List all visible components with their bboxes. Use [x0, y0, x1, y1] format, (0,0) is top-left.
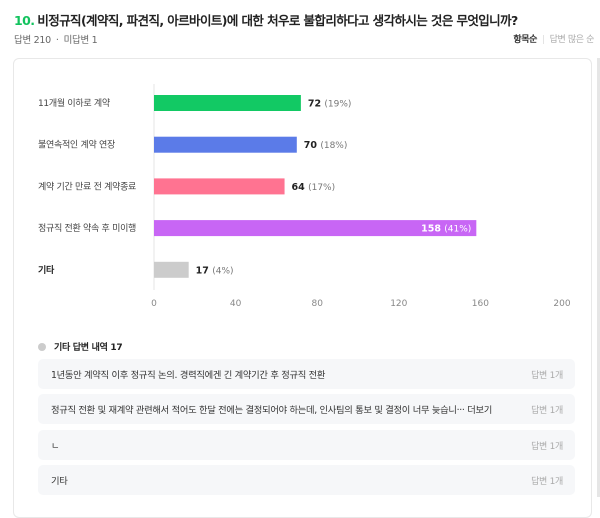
sort-divider: | [542, 35, 545, 45]
etc-answer-row: 1년동안 계약직 이후 정규직 논의. 경력직에겐 긴 계약기간 후 정규직 전… [38, 359, 575, 389]
question-text: 비정규직(계약직, 파견직, 아르바이트)에 대한 처우로 불합리하다고 생각하… [37, 13, 518, 28]
bar[interactable] [154, 136, 297, 153]
category-label: 정규직 전환 약속 후 미이행 [38, 222, 136, 234]
answer-count: 답변 1개 [531, 405, 563, 416]
response-meta: 답변 210 · 미답변 1 [14, 32, 98, 46]
category-label: 불연속적인 계약 연장 [38, 139, 115, 151]
separator: · [55, 35, 59, 46]
answer-count: 답변 1개 [531, 441, 563, 452]
question-number: 10. [14, 13, 35, 28]
question-title: 10. 비정규직(계약직, 파견직, 아르바이트)에 대한 처우로 불합리하다고 … [14, 10, 518, 29]
x-tick-label: 80 [311, 299, 323, 309]
etc-answer-row: ㄴ 답변 1개 [38, 430, 575, 460]
x-tick-label: 40 [230, 299, 242, 309]
data-label: 70 (18%) [304, 140, 348, 151]
bar-chart: 11개월 이하로 계약 72 (19%) 불연속적인 계약 연장 70 (18%) 계약… [38, 84, 571, 309]
answer-text: 1년동안 계약직 이후 정규직 논의. 경력직에겐 긴 계약기간 후 정규직 전… [51, 370, 326, 381]
category-label: 기타 [38, 264, 55, 276]
unanswered-count: 미답변 1 [63, 35, 98, 46]
answer-text: ㄴ [51, 441, 60, 452]
answer-text[interactable]: 정규직 전환 및 재계약 관련해서 적어도 한달 전에는 결정되어야 하는데, … [51, 405, 493, 416]
etc-heading: 기타 답변 내역 17 [38, 340, 123, 353]
etc-heading-text: 기타 답변 내역 17 [54, 343, 123, 353]
scrollbar[interactable] [597, 58, 600, 497]
x-tick-label: 160 [472, 299, 489, 309]
data-label: 72 (19%) [308, 99, 352, 110]
sort-options: 항목순 | 답변 많은 순 [513, 32, 594, 45]
x-tick-label: 0 [151, 299, 157, 309]
category-label: 계약 기간 만료 전 계약종료 [38, 180, 136, 192]
bar[interactable] [154, 178, 285, 195]
data-label: 17 (4%) [196, 265, 234, 276]
x-tick-label: 200 [553, 299, 570, 309]
etc-answer-row[interactable]: 정규직 전환 및 재계약 관련해서 적어도 한달 전에는 결정되어야 하는데, … [38, 394, 575, 424]
x-tick-label: 120 [390, 299, 407, 309]
data-label: 158 (41%) [421, 224, 471, 235]
category-label: 11개월 이하로 계약 [38, 97, 110, 109]
answered-count: 답변 210 [14, 35, 51, 46]
bar[interactable] [154, 95, 301, 111]
bar[interactable] [154, 261, 189, 278]
etc-answer-row: 기타 답변 1개 [38, 465, 575, 495]
sort-by-count[interactable]: 답변 많은 순 [549, 35, 595, 45]
answer-count: 답변 1개 [531, 370, 563, 381]
sort-by-item[interactable]: 항목순 [513, 35, 538, 45]
answer-text: 기타 [51, 476, 68, 487]
bar[interactable] [154, 220, 477, 237]
data-label: 64 (17%) [292, 182, 336, 193]
answer-count: 답변 1개 [531, 476, 563, 487]
bullet-icon [38, 342, 46, 351]
